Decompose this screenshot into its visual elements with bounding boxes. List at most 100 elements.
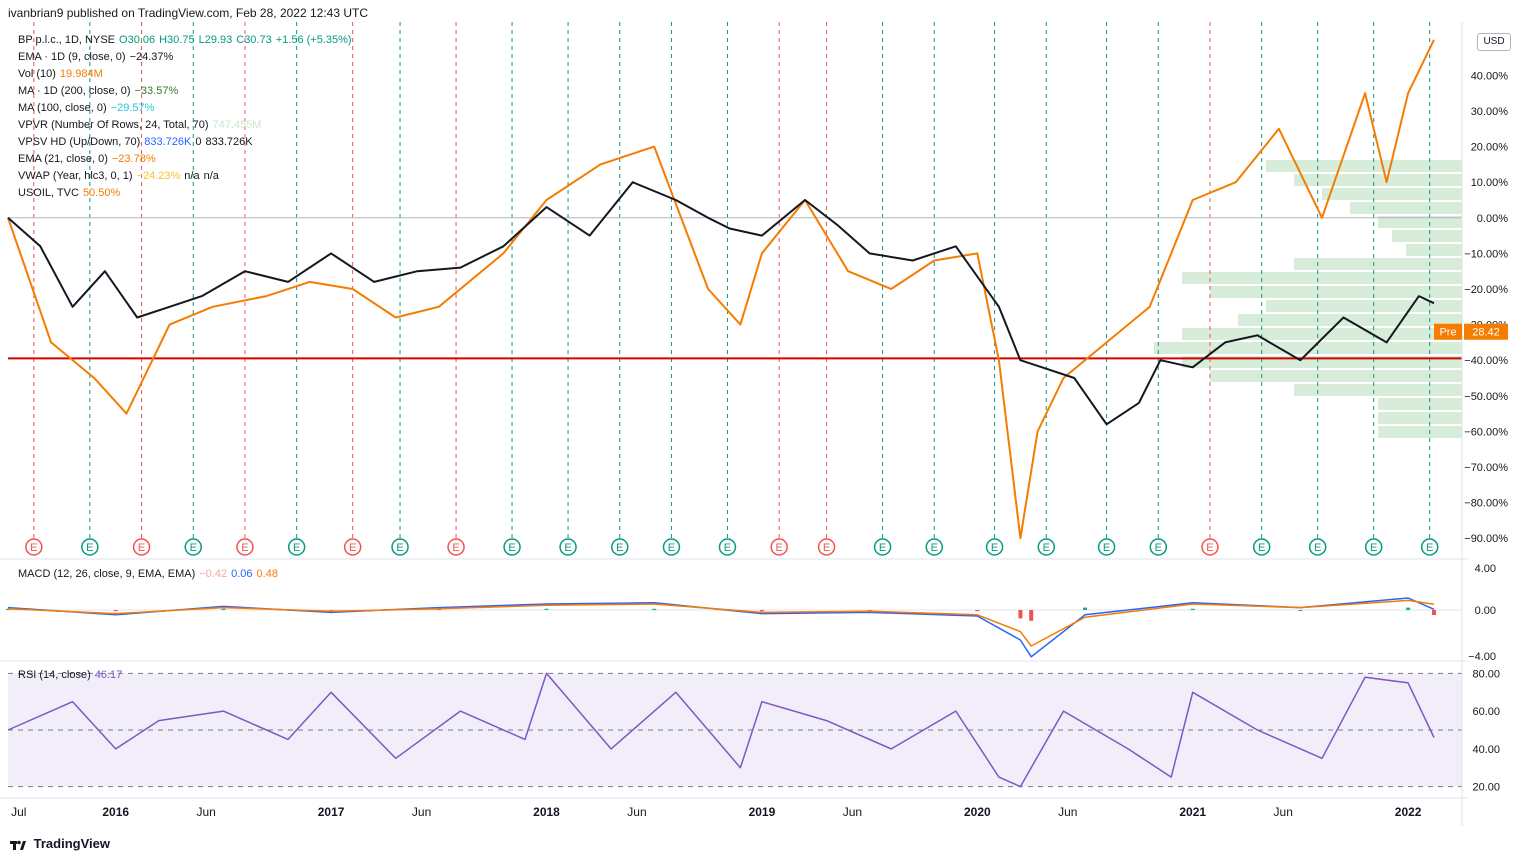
earnings-marker: E	[873, 538, 892, 556]
legend-label: VWAP (Year, hlc3, 0, 1)	[18, 170, 133, 182]
earnings-marker-circle	[873, 538, 892, 556]
earnings-marker-circle	[184, 538, 203, 556]
earnings-marker: E	[1037, 538, 1056, 556]
macd-histogram-bar	[1406, 607, 1411, 610]
x-axis-label: Jul	[11, 805, 26, 819]
volume-profile-bar	[1392, 230, 1462, 242]
macd-line	[7, 597, 1435, 658]
x-axis-label: Jun	[196, 805, 215, 819]
volume-profile-bar	[1378, 426, 1462, 438]
legend-value: 833.726K	[144, 136, 192, 148]
legend-row: EMA (21, close, 0) −23.78%	[18, 153, 160, 165]
x-axis-label: Jun	[843, 805, 862, 819]
legend-label: BP p.l.c., 1D, NYSE	[18, 34, 116, 46]
volume-profile-bar	[1210, 286, 1462, 298]
legend-row: EMA · 1D (9, close, 0) −24.37%	[18, 51, 177, 63]
earnings-marker-circle	[662, 538, 681, 556]
earnings-marker-circle	[1308, 538, 1327, 556]
rsi-line	[7, 672, 1435, 788]
earnings-marker: E	[611, 538, 629, 556]
legend-value: −24.23%	[136, 170, 181, 182]
legend-value: −33.57%	[134, 85, 179, 97]
price-axis-label: −50.00%	[1464, 391, 1508, 403]
earnings-marker-label: E	[1155, 542, 1162, 554]
volume-profile-bar	[1294, 384, 1462, 396]
earnings-marker-label: E	[564, 542, 571, 554]
macd-histogram-bar	[1190, 608, 1195, 610]
x-axis-label: 2020	[964, 805, 991, 819]
legend-value: C30.73	[236, 34, 272, 46]
legend-label: EMA (21, close, 0)	[18, 153, 108, 165]
price-axis-label: −60.00%	[1464, 426, 1508, 438]
price-axis-label: 20.00%	[1471, 142, 1509, 154]
earnings-marker: E	[817, 538, 836, 556]
rsi-pane	[7, 672, 1462, 788]
earnings-marker-label: E	[349, 542, 356, 554]
earnings-marker-circle	[503, 538, 521, 556]
legend-row: VPSV HD (Up/Down, 70) 833.726K 0 833.726K	[18, 136, 257, 148]
pre-tag-label: Pre	[1439, 327, 1456, 339]
legend-value: 0.48	[256, 568, 278, 580]
price-axis-label: −90.00%	[1464, 533, 1508, 545]
earnings-marker-label: E	[30, 542, 37, 554]
price-axis-label: 40.00%	[1471, 70, 1509, 82]
volume-profile-bar	[1266, 160, 1462, 172]
x-axis-label: Jun	[1274, 805, 1293, 819]
earnings-marker-circle	[1149, 538, 1168, 556]
earnings-marker-label: E	[1314, 542, 1321, 554]
earnings-marker: E	[391, 538, 409, 556]
legend-value: −23.78%	[111, 153, 156, 165]
volume-profile-bar	[1238, 314, 1462, 326]
x-axis-label: 2016	[102, 805, 129, 819]
volume-profile-bar	[1210, 370, 1462, 382]
legend-value: 833.726K	[205, 136, 253, 148]
earnings-marker-label: E	[86, 542, 93, 554]
macd-histogram-bar	[975, 610, 980, 612]
macd-histogram-bar	[221, 608, 226, 610]
price-tag-value: 28.42	[1472, 327, 1500, 339]
earnings-marker-circle	[132, 538, 151, 556]
earnings-marker-label: E	[991, 542, 998, 554]
legend-value: L29.93	[198, 34, 233, 46]
macd-signal-line	[7, 599, 1435, 647]
legend-row: VPVR (Number Of Rows, 24, Total, 70) 747.…	[18, 119, 265, 131]
earnings-marker-label: E	[396, 542, 403, 554]
earnings-marker-circle	[391, 538, 409, 556]
earnings-marker-circle	[985, 538, 1004, 556]
legend-value: 46.17	[94, 669, 123, 681]
earnings-marker-label: E	[823, 542, 830, 554]
price-axis-label: −70.00%	[1464, 462, 1508, 474]
earnings-marker-label: E	[1426, 542, 1433, 554]
tradingview-logo-icon	[10, 840, 26, 850]
price-axis-label: −20.00%	[1464, 284, 1508, 296]
earnings-marker-circle	[770, 538, 788, 556]
legend-value: 0.06	[231, 568, 253, 580]
legend-value: −29.57%	[110, 102, 155, 114]
earnings-marker-circle	[925, 538, 944, 556]
legend-label: MA (100, close, 0)	[18, 102, 107, 114]
legend-row: VWAP (Year, hlc3, 0, 1) −24.23% n/a n/a	[18, 170, 223, 182]
earnings-marker: E	[662, 538, 681, 556]
macd-pane	[6, 597, 1462, 658]
legend-value: 19.984M	[59, 68, 103, 80]
earnings-marker-label: E	[931, 542, 938, 554]
earnings-marker: E	[343, 538, 362, 556]
volume-profile-bar	[1406, 244, 1462, 256]
earnings-marker: E	[81, 538, 99, 556]
earnings-marker-label: E	[775, 542, 782, 554]
legend-value: 0	[195, 136, 202, 148]
legend-value: −24.37%	[129, 51, 174, 63]
pre-tag-bg	[1434, 323, 1462, 340]
earnings-marker-circle	[1252, 538, 1271, 556]
currency-button[interactable]: USD	[1477, 33, 1511, 51]
x-axis-label: 2022	[1395, 805, 1422, 819]
earnings-marker-circle	[81, 538, 99, 556]
volume-profile-bar	[1378, 412, 1462, 424]
rsi-axis-label: 60.00	[1472, 706, 1500, 718]
earnings-marker: E	[1201, 538, 1219, 556]
earnings-marker: E	[770, 538, 788, 556]
earnings-marker: E	[25, 538, 43, 556]
rsi-legend: RSI (14, close) 46.17	[18, 669, 126, 681]
